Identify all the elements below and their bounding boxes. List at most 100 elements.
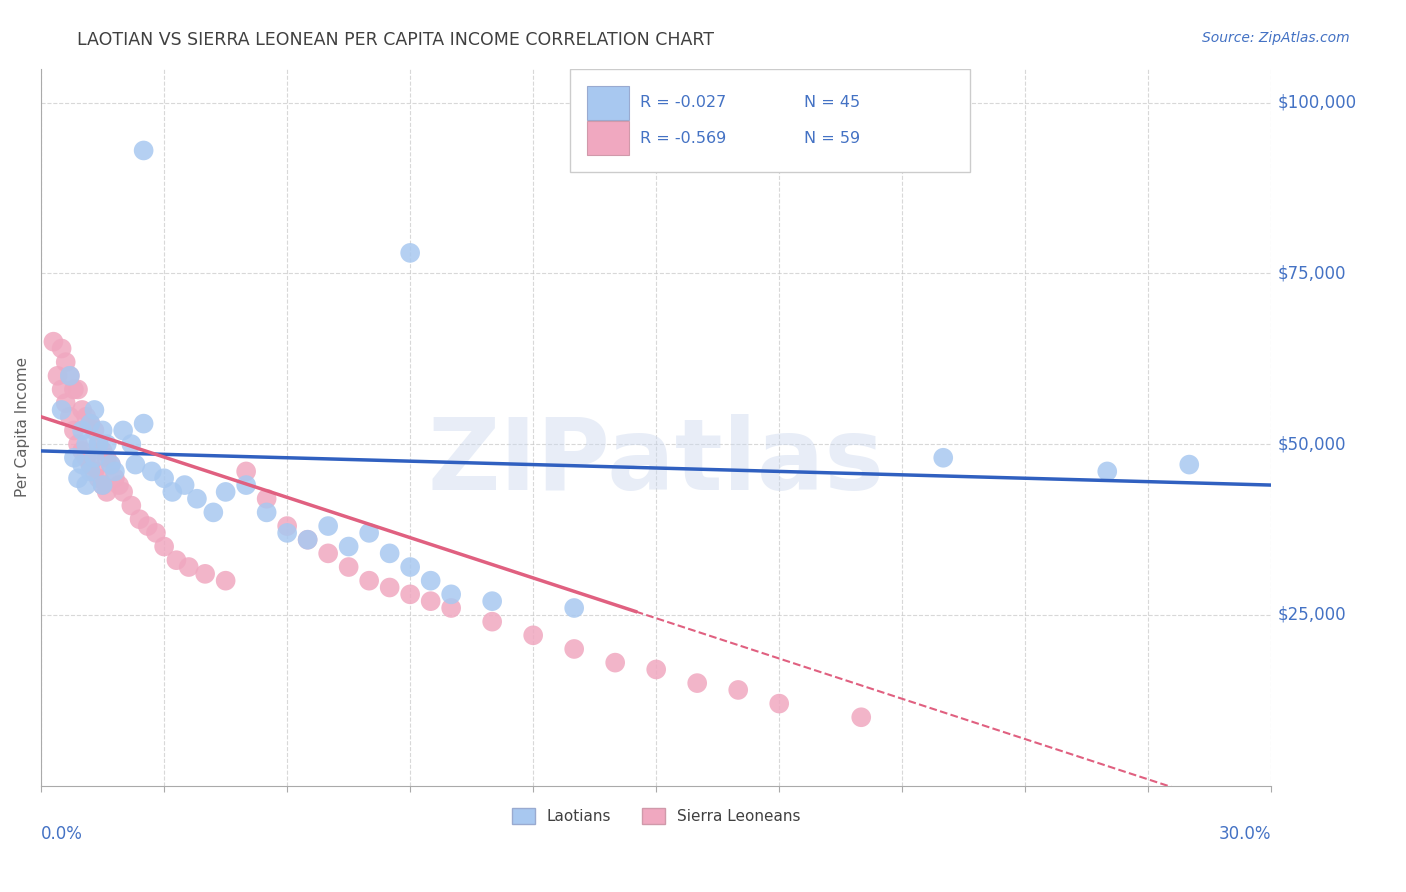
Point — [316, 546, 339, 560]
Point — [70, 458, 93, 472]
Point — [173, 478, 195, 492]
Text: $100,000: $100,000 — [1278, 94, 1357, 112]
Point — [727, 682, 749, 697]
Point — [378, 546, 401, 560]
Point — [83, 450, 105, 465]
Point — [132, 144, 155, 158]
Point — [104, 471, 127, 485]
FancyBboxPatch shape — [588, 120, 628, 155]
Point — [75, 450, 97, 465]
Point — [399, 246, 422, 260]
Point — [316, 519, 339, 533]
Point — [605, 656, 627, 670]
Point — [202, 505, 225, 519]
Point — [297, 533, 319, 547]
Point — [91, 444, 114, 458]
Y-axis label: Per Capita Income: Per Capita Income — [15, 357, 30, 497]
Point — [481, 594, 503, 608]
Point — [337, 560, 360, 574]
Point — [214, 574, 236, 588]
Point — [256, 505, 278, 519]
Point — [297, 533, 319, 547]
Point — [70, 424, 93, 438]
Point — [55, 355, 77, 369]
Point — [100, 458, 122, 472]
Point — [562, 601, 585, 615]
Point — [87, 437, 110, 451]
Point — [66, 383, 89, 397]
Legend: Laotians, Sierra Leoneans: Laotians, Sierra Leoneans — [505, 800, 808, 831]
Point — [79, 458, 101, 472]
Point — [79, 417, 101, 431]
Point — [51, 403, 73, 417]
Point — [378, 581, 401, 595]
Point — [100, 458, 122, 472]
Point — [1097, 464, 1119, 478]
Text: $50,000: $50,000 — [1278, 435, 1346, 453]
Point — [120, 499, 142, 513]
Point — [132, 417, 155, 431]
Point — [153, 471, 176, 485]
Point — [162, 484, 184, 499]
Point — [104, 464, 127, 478]
Point — [399, 587, 422, 601]
Point — [145, 525, 167, 540]
FancyBboxPatch shape — [588, 86, 628, 120]
Point — [112, 484, 135, 499]
Point — [63, 450, 86, 465]
Point — [194, 566, 217, 581]
Point — [359, 525, 381, 540]
Point — [141, 464, 163, 478]
Point — [686, 676, 709, 690]
Point — [83, 464, 105, 478]
Point — [70, 403, 93, 417]
Point — [186, 491, 208, 506]
Point — [87, 471, 110, 485]
Point — [337, 540, 360, 554]
Point — [75, 437, 97, 451]
Point — [645, 663, 668, 677]
Point — [79, 464, 101, 478]
Point — [120, 437, 142, 451]
Point — [79, 417, 101, 431]
FancyBboxPatch shape — [569, 69, 970, 172]
Point — [177, 560, 200, 574]
Point — [562, 642, 585, 657]
Point — [63, 424, 86, 438]
Point — [66, 471, 89, 485]
Text: R = -0.027: R = -0.027 — [640, 95, 727, 111]
Text: N = 59: N = 59 — [804, 130, 860, 145]
Point — [66, 437, 89, 451]
Point — [440, 587, 463, 601]
Point — [419, 594, 441, 608]
Text: $75,000: $75,000 — [1278, 264, 1346, 283]
Point — [83, 424, 105, 438]
Text: $25,000: $25,000 — [1278, 606, 1346, 624]
Point — [51, 383, 73, 397]
Text: Source: ZipAtlas.com: Source: ZipAtlas.com — [1202, 31, 1350, 45]
Point — [96, 484, 118, 499]
Point — [932, 450, 955, 465]
Point — [59, 368, 82, 383]
Point — [256, 491, 278, 506]
Point — [124, 458, 146, 472]
Point — [91, 424, 114, 438]
Point — [75, 478, 97, 492]
Text: LAOTIAN VS SIERRA LEONEAN PER CAPITA INCOME CORRELATION CHART: LAOTIAN VS SIERRA LEONEAN PER CAPITA INC… — [77, 31, 714, 49]
Point — [235, 478, 257, 492]
Point — [851, 710, 873, 724]
Point — [214, 484, 236, 499]
Point — [87, 437, 110, 451]
Text: 30.0%: 30.0% — [1219, 825, 1271, 843]
Point — [359, 574, 381, 588]
Point — [59, 368, 82, 383]
Point — [481, 615, 503, 629]
Text: 0.0%: 0.0% — [41, 825, 83, 843]
Point — [399, 560, 422, 574]
Point — [96, 437, 118, 451]
Point — [522, 628, 544, 642]
Text: N = 45: N = 45 — [804, 95, 860, 111]
Point — [108, 478, 131, 492]
Point — [440, 601, 463, 615]
Point — [235, 464, 257, 478]
